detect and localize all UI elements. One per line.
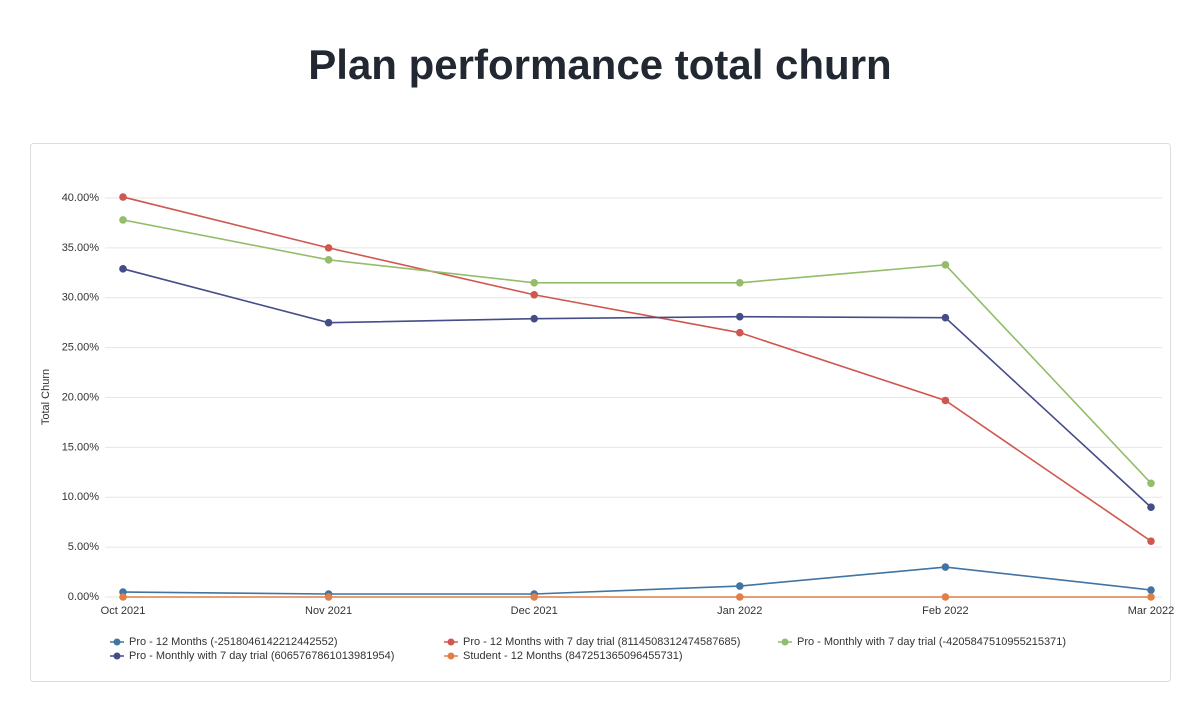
legend-marker — [447, 638, 455, 646]
point — [119, 216, 127, 224]
legend-label: Pro - Monthly with 7 day trial (60657678… — [129, 650, 394, 662]
point — [736, 593, 744, 601]
point — [941, 261, 950, 269]
point — [1147, 503, 1155, 512]
point — [736, 278, 744, 287]
point — [530, 314, 538, 323]
legend-label: Pro - Monthly with 7 day trial (-4205847… — [797, 636, 1066, 648]
y-tick-label: 35.00% — [62, 242, 100, 254]
point — [1147, 586, 1155, 594]
point — [119, 593, 127, 601]
legend-marker — [781, 638, 789, 646]
series-line — [122, 268, 1152, 508]
legend-label: Student - 12 Months (847251365096455731) — [463, 650, 683, 662]
series-line — [122, 196, 1152, 542]
y-axis-title: Total Churn — [40, 369, 52, 425]
x-tick-label: Nov 2021 — [305, 605, 352, 617]
y-tick-label: 25.00% — [62, 342, 100, 354]
point — [941, 593, 950, 601]
x-tick-label: Oct 2021 — [101, 605, 146, 617]
point — [119, 193, 127, 201]
y-tick-label: 40.00% — [62, 192, 100, 204]
point — [941, 396, 950, 405]
point — [119, 265, 127, 273]
series-line — [122, 219, 1152, 484]
point — [530, 290, 538, 299]
point — [1147, 479, 1155, 488]
y-tick-label: 30.00% — [62, 292, 100, 304]
legend-label: Pro - 12 Months with 7 day trial (811450… — [463, 636, 740, 648]
chart-title: Plan performance total churn — [308, 41, 891, 88]
point — [324, 256, 333, 264]
point — [1147, 593, 1155, 601]
point — [530, 593, 538, 601]
legend-marker — [113, 638, 121, 646]
x-tick-label: Dec 2021 — [511, 605, 558, 617]
y-tick-label: 0.00% — [68, 591, 99, 603]
legend-label: Pro - 12 Months (-2518046142212442552) — [129, 636, 338, 648]
legend-marker — [113, 652, 121, 660]
point — [324, 593, 333, 601]
point — [530, 278, 538, 287]
series-line — [122, 566, 1152, 595]
y-tick-label: 10.00% — [62, 491, 100, 503]
point — [736, 582, 744, 590]
point — [736, 328, 744, 337]
y-tick-label: 5.00% — [68, 541, 99, 553]
x-tick-label: Feb 2022 — [922, 605, 968, 617]
point — [324, 318, 333, 327]
x-tick-label: Mar 2022 — [1128, 605, 1174, 617]
point — [324, 244, 333, 252]
y-tick-label: 15.00% — [62, 441, 100, 453]
card — [30, 143, 1171, 682]
point — [941, 313, 950, 322]
y-tick-label: 20.00% — [62, 391, 100, 403]
point — [736, 312, 744, 321]
point — [1147, 537, 1155, 545]
point — [941, 563, 950, 571]
x-tick-label: Jan 2022 — [717, 605, 762, 617]
legend-marker — [447, 652, 455, 660]
